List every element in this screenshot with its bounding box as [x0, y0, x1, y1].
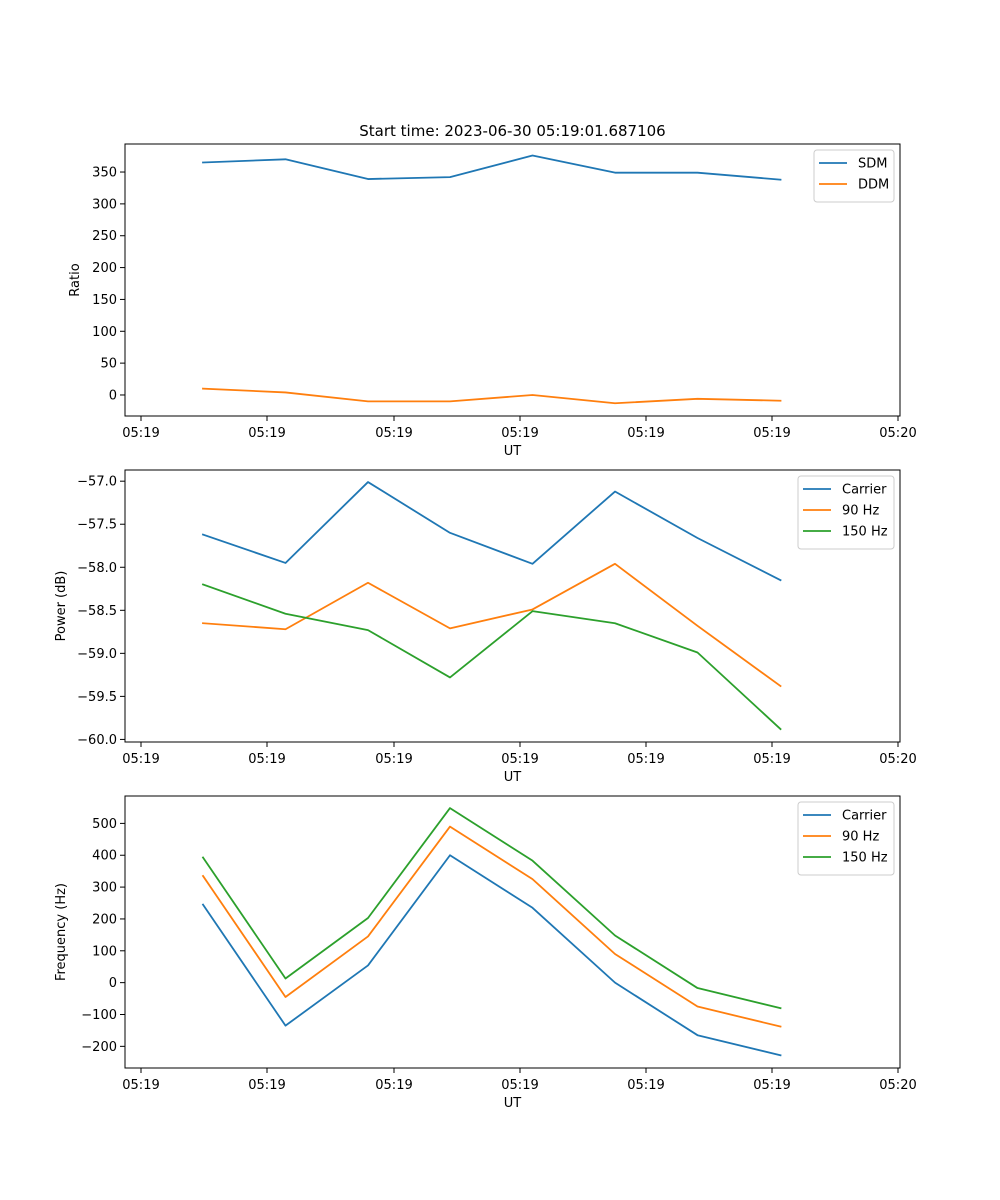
chart-panel-2: 05:19 05:19 05:19 05:19 05:19 05:19 05:20 −60.0…	[54, 469, 917, 785]
y-tick-label: −57.5	[77, 518, 117, 533]
series-line-2	[201, 807, 782, 1010]
chart-panel-1: 05:19 05:19 05:19 05:19 05:19 05:19 05:20 0 50 10…	[68, 143, 917, 459]
x-tick-label: 05:19	[753, 752, 790, 767]
series-line-1	[202, 562, 782, 688]
y-axis-label: Ratio	[68, 263, 83, 296]
y-tick-label: 100	[92, 325, 117, 340]
y-axis-label: Power (dB)	[54, 571, 69, 642]
y-tick-label: −58.5	[77, 604, 117, 619]
x-tick-label: 05:19	[248, 752, 285, 767]
axes-frame	[124, 795, 901, 1069]
y-tick-label: 400	[92, 849, 117, 864]
legend-label: Carrier	[842, 483, 887, 498]
y-tick-label: 300	[92, 881, 117, 896]
legend: Carrier 90 Hz 150 Hz	[797, 475, 895, 550]
x-tick-label: 05:20	[879, 752, 916, 767]
x-tick-label: 05:19	[501, 752, 538, 767]
x-axis-label: UT	[504, 444, 522, 459]
legend-label: DDM	[858, 178, 889, 193]
y-tick-label: 100	[92, 944, 117, 959]
x-tick-label: 05:19	[122, 752, 159, 767]
y-tick-label: 50	[100, 357, 117, 372]
y-tick-label: 0	[109, 388, 117, 403]
legend-label: Carrier	[842, 809, 887, 824]
y-tick-label: 250	[92, 229, 117, 244]
chart-panel-3: 05:19 05:19 05:19 05:19 05:19 05:19 05:20 −200 −…	[54, 795, 917, 1111]
y-tick-label: 150	[92, 293, 117, 308]
series-line-1	[202, 387, 782, 405]
x-tick-label: 05:20	[879, 1078, 916, 1093]
chart-panels: 05:19 05:19 05:19 05:19 05:19 05:19 05:20 0 50 10…	[54, 143, 917, 1111]
y-tick-label: 350	[92, 166, 117, 181]
legend-label: SDM	[858, 157, 887, 172]
series-line-1	[201, 825, 782, 1028]
x-tick-label: 05:19	[753, 426, 790, 441]
legend-label: 150 Hz	[842, 851, 888, 866]
x-tick-label: 05:19	[375, 426, 412, 441]
legend: Carrier 90 Hz 150 Hz	[797, 801, 895, 876]
axes-frame	[124, 143, 901, 417]
series-line-0	[201, 854, 782, 1057]
x-tick-label: 05:19	[627, 426, 664, 441]
x-axis-label: UT	[504, 1096, 522, 1111]
x-tick-label: 05:19	[627, 752, 664, 767]
y-tick-label: −58.0	[77, 561, 117, 576]
y-tick-label: −59.5	[77, 690, 117, 705]
y-tick-label: −59.0	[77, 647, 117, 662]
legend: SDM DDM	[813, 149, 895, 203]
y-tick-label: −100	[81, 1008, 117, 1023]
x-tick-label: 05:19	[248, 1078, 285, 1093]
figure-title: Start time: 2023-06-30 05:19:01.687106	[359, 122, 665, 140]
x-tick-label: 05:19	[375, 1078, 412, 1093]
legend-label: 90 Hz	[842, 504, 879, 519]
x-tick-label: 05:19	[375, 752, 412, 767]
y-tick-label: −60.0	[77, 733, 117, 748]
y-tick-label: 0	[109, 976, 117, 991]
x-tick-label: 05:19	[122, 426, 159, 441]
y-axis-label: Frequency (Hz)	[54, 883, 69, 981]
y-tick-label: 200	[92, 261, 117, 276]
series-line-2	[201, 583, 782, 731]
legend-label: 90 Hz	[842, 830, 879, 845]
y-tick-label: 200	[92, 912, 117, 927]
y-tick-label: −200	[81, 1040, 117, 1055]
x-tick-label: 05:19	[753, 1078, 790, 1093]
y-tick-label: 300	[92, 197, 117, 212]
axes-frame	[124, 469, 901, 743]
y-tick-label: −57.0	[77, 475, 117, 490]
legend-label: 150 Hz	[842, 525, 888, 540]
series-line-0	[202, 154, 782, 181]
x-tick-label: 05:19	[501, 426, 538, 441]
x-tick-label: 05:19	[122, 1078, 159, 1093]
y-tick-label: 500	[92, 817, 117, 832]
x-tick-label: 05:20	[879, 426, 916, 441]
x-axis-label: UT	[504, 770, 522, 785]
x-tick-label: 05:19	[627, 1078, 664, 1093]
x-tick-label: 05:19	[248, 426, 285, 441]
series-line-0	[201, 481, 782, 582]
x-tick-label: 05:19	[501, 1078, 538, 1093]
